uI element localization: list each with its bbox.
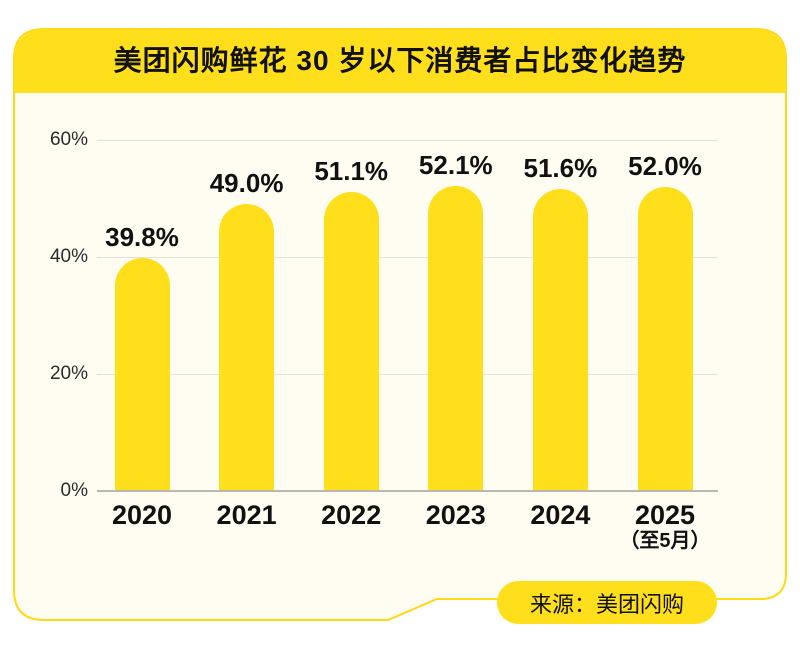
bar-2025	[637, 186, 693, 491]
x-axis-line	[97, 490, 718, 492]
bar-value-label: 52.1%	[418, 150, 493, 181]
y-tick-label: 0%	[60, 480, 88, 501]
x-tick-label: 2025	[634, 500, 696, 530]
bar-2024	[532, 189, 588, 491]
chart-title: 美团闪购鲜花 30 岁以下消费者占比变化趋势	[113, 45, 687, 76]
x-tick-label: 2024	[530, 500, 591, 530]
bar-2020	[114, 258, 170, 491]
bar-2022	[323, 192, 379, 491]
x-tick-label: 2023	[425, 500, 486, 530]
gridline	[97, 256, 718, 258]
bar-2023	[428, 186, 484, 491]
bar-value-label: 51.6%	[523, 153, 598, 184]
bar-value-label: 52.0%	[628, 150, 702, 181]
x-tick-label: 2022	[321, 500, 382, 530]
bar-value-label: 51.1%	[314, 156, 389, 187]
source-badge: 来源：美团闪购	[497, 581, 717, 624]
bar-value-label: 39.8%	[105, 222, 179, 253]
bar-value-label: 49.0%	[209, 168, 284, 199]
bar-2021	[219, 204, 275, 491]
y-tick-label: 20%	[49, 363, 88, 384]
x-tick-label: 2021	[216, 500, 277, 530]
gridline	[97, 373, 718, 375]
source-label: 来源：美团闪购	[529, 591, 684, 617]
y-tick-label: 60%	[49, 129, 88, 150]
gridline	[97, 139, 718, 141]
y-tick-label: 40%	[49, 246, 88, 267]
x-tick-label: 2020	[111, 500, 173, 530]
card-header: 美团闪购鲜花 30 岁以下消费者占比变化趋势	[14, 29, 786, 93]
x-tick-sublabel: （至5月）	[619, 530, 711, 552]
